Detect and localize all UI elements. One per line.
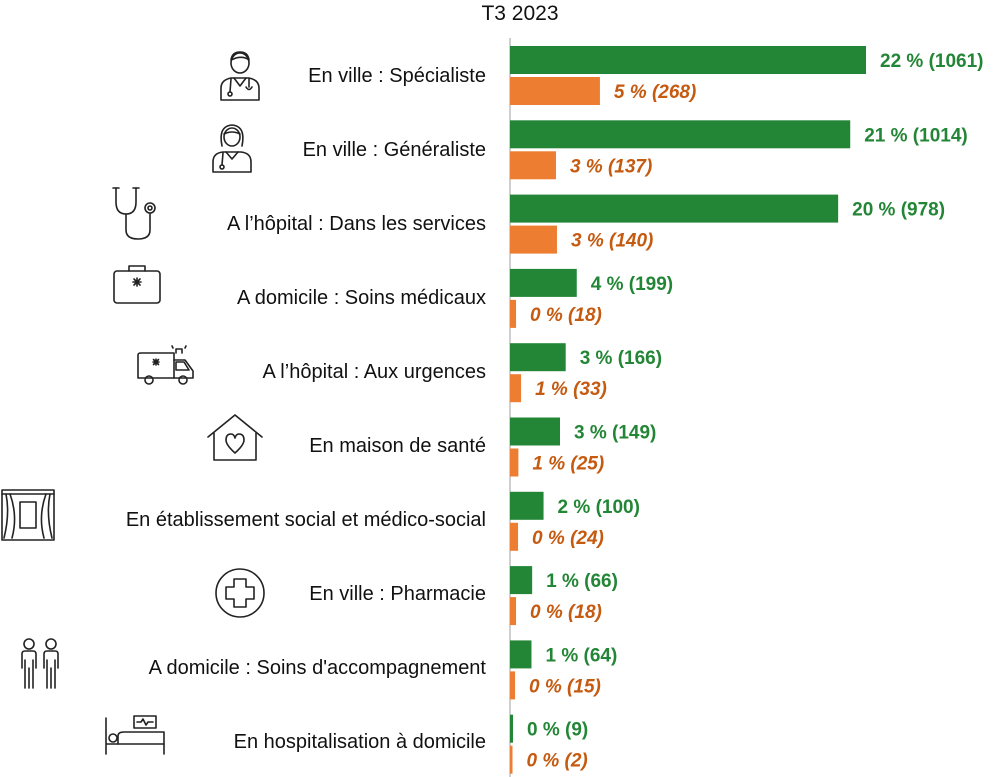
green-bar: [510, 268, 577, 297]
window-curtains-icon: [1, 489, 55, 541]
green-bar: [510, 46, 866, 74]
category-label: A l’hôpital : Dans les services: [227, 213, 486, 235]
orange-value-label: 3 % (140): [571, 231, 653, 252]
orange-bar: [510, 299, 517, 328]
green-bar: [510, 491, 544, 520]
stethoscope-icon: [112, 187, 156, 240]
orange-value-label: 1 % (33): [535, 379, 607, 400]
green-bar: [510, 566, 533, 595]
orange-bar: [510, 374, 522, 403]
female-doctor-icon: [212, 124, 252, 173]
orange-value-label: 1 % (25): [532, 454, 604, 475]
category-label: En ville : Généraliste: [303, 139, 486, 161]
green-value-label: 3 % (149): [574, 423, 656, 444]
green-value-label: 1 % (64): [545, 645, 617, 666]
orange-bar: [510, 597, 517, 626]
category-label: A domicile : Soins d'accompagnement: [149, 657, 487, 679]
category-label: A l’hôpital : Aux urgences: [263, 361, 486, 383]
orange-bar: [510, 671, 516, 700]
chart-title: T3 2023: [481, 2, 558, 25]
orange-value-label: 0 % (2): [527, 751, 588, 772]
orange-value-label: 3 % (137): [570, 156, 652, 177]
bars-group: 22 % (1061) 5 % (268) 21 % (1014) 3 % (137)…: [510, 46, 984, 774]
green-value-label: 1 % (66): [546, 571, 618, 592]
green-bar: [510, 194, 839, 223]
green-bar: [510, 714, 514, 743]
orange-bar: [510, 225, 557, 254]
green-value-label: 4 % (199): [591, 274, 673, 295]
green-bar: [510, 343, 566, 372]
green-value-label: 21 % (1014): [864, 125, 968, 146]
category-label: En ville : Pharmacie: [309, 583, 486, 605]
medical-cross-icon: [215, 568, 265, 618]
orange-bar: [510, 77, 600, 105]
green-bar: [510, 417, 560, 446]
green-value-label: 3 % (166): [580, 348, 662, 369]
orange-bar: [510, 448, 519, 477]
orange-value-label: 0 % (15): [529, 676, 601, 697]
orange-value-label: 0 % (24): [532, 528, 604, 549]
male-doctor-icon: [220, 51, 260, 101]
ambulance-icon: [137, 345, 194, 385]
green-bar: [510, 640, 532, 669]
category-label: En hospitalisation à domicile: [234, 731, 486, 753]
category-label: En établissement social et médico-social: [126, 509, 486, 531]
green-value-label: 20 % (978): [852, 200, 945, 221]
category-label: En maison de santé: [309, 435, 486, 457]
orange-bar: [510, 151, 556, 180]
orange-bar: [510, 745, 513, 774]
medical-kit-icon: [113, 265, 161, 304]
green-value-label: 22 % (1061): [880, 51, 984, 72]
hospital-bed-icon: [105, 715, 165, 755]
green-bar: [510, 120, 851, 149]
category-label: A domicile : Soins médicaux: [237, 287, 486, 309]
orange-bar: [510, 522, 519, 551]
heart-house-icon: [207, 414, 263, 461]
orange-value-label: 0 % (18): [530, 305, 602, 326]
green-value-label: 0 % (9): [527, 720, 588, 741]
orange-value-label: 0 % (18): [530, 602, 602, 623]
green-value-label: 2 % (100): [558, 497, 640, 518]
two-people-icon: [21, 638, 59, 689]
orange-value-label: 5 % (268): [614, 82, 696, 103]
category-label: En ville : Spécialiste: [308, 65, 486, 87]
